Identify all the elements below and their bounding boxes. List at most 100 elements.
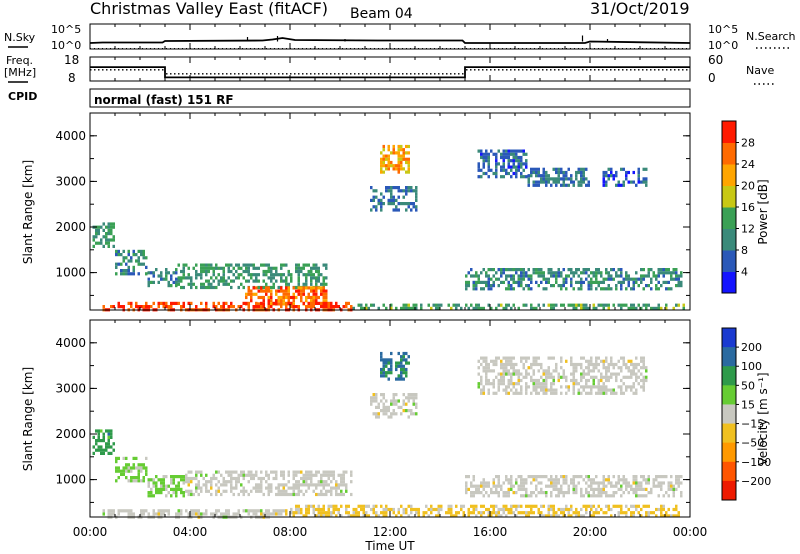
heatmap-cell [642, 378, 645, 383]
heatmap-cell [137, 472, 140, 476]
heatmap-cell [535, 280, 538, 284]
heatmap-cell [617, 372, 620, 376]
heatmap-cell [630, 484, 633, 488]
heatmap-cell [590, 391, 593, 395]
heatmap-cell [637, 284, 640, 288]
heatmap-cell [492, 274, 495, 278]
heatmap-cell [300, 292, 303, 296]
heatmap-cell [345, 305, 348, 309]
heatmap-cell [500, 366, 503, 370]
heatmap-cell [592, 385, 595, 389]
heatmap-cell [320, 473, 323, 477]
heatmap-cell [552, 388, 555, 392]
heatmap-cell [412, 306, 415, 310]
heatmap-cell [630, 372, 633, 376]
heatmap-cell [507, 162, 510, 166]
heatmap-cell [290, 295, 293, 300]
heatmap-cell [515, 388, 518, 392]
heatmap-cell [642, 359, 645, 363]
heatmap-cell [145, 466, 148, 470]
heatmap-cell [227, 509, 230, 513]
heatmap-cell [495, 511, 498, 515]
heatmap-cell [420, 303, 423, 307]
colorbar-segment [722, 385, 736, 405]
heatmap-cell [325, 301, 328, 305]
heatmap-cell [515, 171, 518, 176]
heatmap-cell [665, 475, 668, 479]
heatmap-cell [325, 489, 328, 493]
heatmap-cell [475, 271, 478, 275]
heatmap-cell [540, 511, 543, 515]
heatmap-cell [550, 494, 553, 498]
heatmap-cell [220, 473, 223, 477]
heatmap-cell [127, 249, 130, 253]
heatmap-cell [677, 511, 680, 515]
heatmap-cell [147, 494, 150, 498]
colorbar-segment [722, 164, 736, 186]
heatmap-cell [215, 483, 218, 487]
heatmap-cell [160, 491, 163, 495]
heatmap-cell [472, 478, 475, 482]
heatmap-cell [280, 263, 283, 267]
heatmap-cell [375, 208, 378, 212]
heatmap-cell [262, 263, 265, 267]
heatmap-cell [600, 507, 603, 512]
heatmap-cell [355, 511, 358, 515]
heatmap-cell [260, 305, 263, 309]
heatmap-cell [407, 396, 410, 400]
heatmap-cell [620, 378, 623, 383]
heatmap-cell [402, 151, 405, 155]
heatmap-cell [105, 235, 108, 239]
heatmap-cell [310, 483, 313, 487]
heatmap-cell [225, 279, 228, 283]
heatmap-cell [557, 481, 560, 485]
heatmap-cell [215, 509, 218, 513]
heatmap-cell [315, 473, 318, 477]
heatmap-cell [530, 167, 533, 171]
heatmap-cell [470, 481, 473, 485]
heatmap-cell [605, 287, 608, 291]
heatmap-cell [592, 491, 595, 495]
heatmap-cell [202, 263, 205, 267]
heatmap-cell [380, 367, 383, 372]
heatmap-cell [112, 225, 115, 229]
heatmap-cell [305, 489, 308, 493]
heatmap-cell [477, 385, 480, 389]
heatmap-cell [515, 491, 518, 495]
heatmap-cell [260, 476, 263, 481]
heatmap-cell [465, 491, 468, 495]
heatmap-cell [617, 303, 620, 307]
heatmap-cell [620, 388, 623, 392]
heatmap-cell [490, 277, 493, 281]
heatmap-cell [495, 504, 498, 508]
heatmap-cell [657, 303, 660, 307]
heatmap-cell [455, 514, 458, 518]
heatmap-cell [510, 507, 513, 512]
heatmap-cell [377, 405, 380, 409]
heatmap-cell [625, 388, 628, 392]
heatmap-cell [472, 280, 475, 284]
heatmap-cell [310, 266, 313, 270]
heatmap-cell [375, 514, 378, 518]
heatmap-cell [670, 484, 673, 488]
heatmap-cell [497, 284, 500, 288]
heatmap-cell [220, 492, 223, 497]
heatmap-cell [632, 511, 635, 515]
heatmap-cell [570, 378, 573, 383]
heatmap-cell [405, 402, 408, 406]
heatmap-cell [502, 378, 505, 383]
heatmap-cell [497, 511, 500, 515]
heatmap-cell [260, 486, 263, 490]
heatmap-cell [255, 486, 258, 490]
heatmap-cell [140, 466, 143, 470]
heatmap-cell [492, 511, 495, 515]
heatmap-cell [622, 382, 625, 386]
heatmap-cell [382, 514, 385, 518]
heatmap-cell [380, 355, 383, 359]
heatmap-cell [590, 385, 593, 389]
heatmap-cell [365, 511, 368, 515]
heatmap-cell [475, 284, 478, 288]
heatmap-cell [530, 174, 533, 178]
heatmap-cell [652, 484, 655, 488]
heatmap-cell [107, 228, 110, 232]
